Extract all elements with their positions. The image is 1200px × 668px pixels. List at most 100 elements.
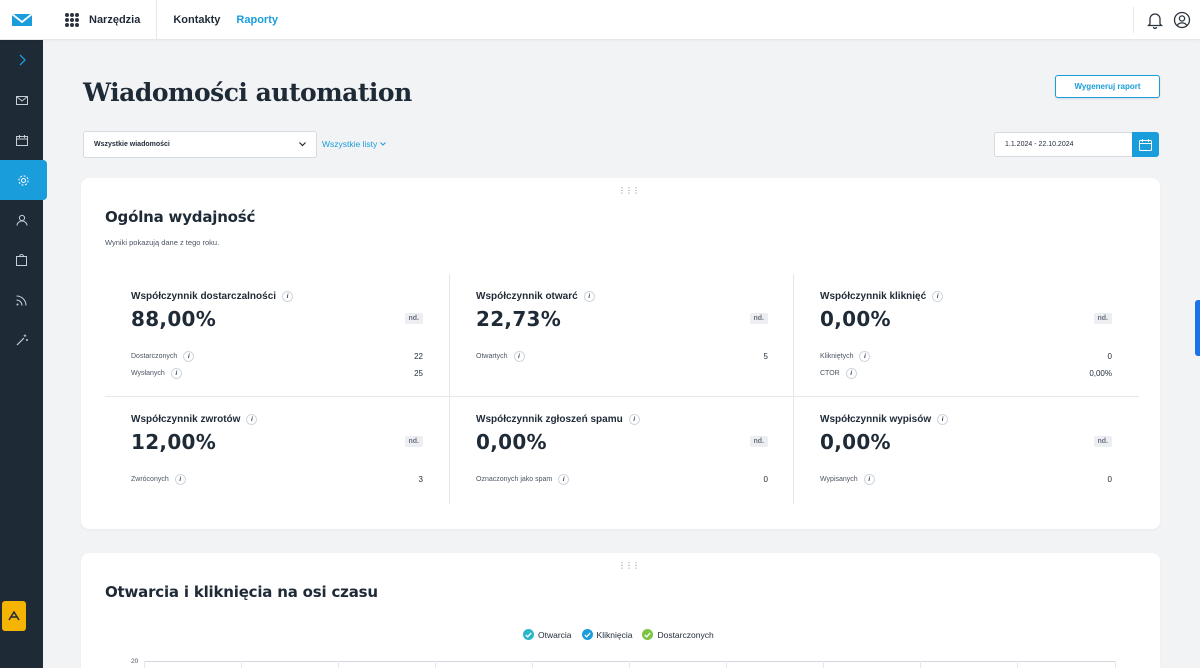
chart-gridline: [1115, 661, 1116, 668]
row-value: 5: [763, 352, 768, 361]
chart-gridline: [823, 661, 824, 668]
legend-item-clicks[interactable]: Kliknięcia: [581, 629, 632, 640]
divider: [793, 274, 794, 504]
help-widget[interactable]: [2, 601, 26, 631]
mail-logo-icon: [10, 12, 33, 26]
chart-gridline: [726, 661, 727, 668]
nav-reports[interactable]: Raporty: [236, 13, 278, 26]
divider: [1133, 7, 1134, 33]
metric-title: Współczynnik dostarczalności i: [131, 291, 294, 302]
metric-row: Wypisanych i 0: [820, 474, 1112, 485]
row-value: 0: [1107, 352, 1112, 361]
row-label: Otwartych: [476, 353, 508, 360]
row-label: Zwróconych: [131, 476, 169, 483]
row-label: Klikniętych: [820, 353, 854, 360]
message-select[interactable]: Wszystkie wiadomości: [83, 131, 317, 158]
info-icon[interactable]: i: [937, 414, 949, 425]
info-icon[interactable]: i: [558, 474, 570, 485]
metric-row: Wysłanych i 25: [131, 368, 423, 379]
info-icon[interactable]: i: [859, 351, 871, 362]
sidebar-item-contacts[interactable]: [0, 200, 43, 240]
legend-item-opens[interactable]: Otwarcia: [523, 629, 572, 640]
sidebar-item-ecommerce[interactable]: [0, 240, 43, 280]
drag-handle[interactable]: ⋮⋮⋮: [618, 186, 640, 195]
row-label: CTOR: [820, 370, 840, 377]
sidebar-item-automation[interactable]: [0, 160, 47, 200]
info-icon[interactable]: i: [932, 291, 944, 302]
account-button[interactable]: [1173, 11, 1191, 29]
info-icon[interactable]: i: [628, 414, 640, 425]
feedback-tab[interactable]: [1195, 300, 1200, 356]
chart-gridline: [629, 661, 630, 668]
comparison-badge: nd.: [404, 436, 423, 447]
info-icon[interactable]: i: [170, 368, 182, 379]
divider: [105, 396, 1139, 397]
row-label: Wysłanych: [131, 370, 165, 377]
info-icon[interactable]: i: [246, 414, 258, 425]
metric-row: Dostarczonych i 22: [131, 351, 423, 362]
chart-gridline: [1017, 661, 1018, 668]
clipboard-icon: [16, 254, 27, 266]
timeline-card: ⋮⋮⋮ Otwarcia i kliknięcia na osi czasu O…: [81, 553, 1160, 668]
brand-mark-icon: [8, 611, 20, 621]
chart-gridline: [241, 661, 242, 668]
metric-title: Współczynnik otwarć i: [476, 291, 595, 302]
nav-contacts[interactable]: Kontakty: [173, 13, 221, 26]
chart-gridline: [144, 661, 1116, 662]
tools-label: Narzędzia: [89, 13, 141, 26]
sidebar-item-email[interactable]: [0, 80, 43, 120]
card-subtitle: Wyniki pokazują dane z tego roku.: [105, 238, 220, 247]
legend-label: Dostarczonych: [657, 629, 714, 640]
date-picker-button[interactable]: [1132, 132, 1159, 157]
check-icon: [581, 629, 593, 640]
check-icon: [523, 629, 534, 640]
info-icon[interactable]: i: [583, 291, 595, 302]
comparison-badge: nd.: [749, 313, 768, 324]
sidebar-expand[interactable]: [0, 40, 43, 80]
comparison-badge: nd.: [749, 436, 768, 447]
notifications-button[interactable]: [1146, 11, 1164, 29]
metric-row: Zwróconych i 3: [131, 474, 423, 485]
rss-icon: [16, 295, 27, 306]
info-icon[interactable]: i: [863, 474, 875, 485]
sidebar: [0, 40, 47, 668]
magic-wand-icon: [16, 334, 28, 346]
info-icon[interactable]: i: [513, 351, 525, 362]
user-circle-icon: [1173, 11, 1191, 29]
row-value: 0: [763, 475, 768, 484]
metric-title: Współczynnik zgłoszeń spamu i: [476, 414, 640, 425]
row-label: Dostarczonych: [131, 353, 178, 360]
lists-filter-link[interactable]: Wszystkie listy: [322, 139, 387, 149]
metric-row: Klikniętych i 0: [820, 351, 1112, 362]
date-range-input[interactable]: 1.1.2024 - 22.10.2024: [994, 132, 1133, 157]
legend-item-delivered[interactable]: Dostarczonych: [642, 629, 714, 640]
info-icon[interactable]: i: [183, 351, 195, 362]
chart-gridline: [338, 661, 339, 668]
check-icon: [642, 629, 654, 640]
card-title: Ogólna wydajność: [105, 208, 256, 226]
lists-filter-label: Wszystkie listy: [322, 139, 378, 149]
drag-handle[interactable]: ⋮⋮⋮: [618, 561, 640, 570]
metric-value: 0,00%: [476, 430, 547, 454]
sidebar-item-tools[interactable]: [0, 320, 43, 360]
metric-title-text: Współczynnik dostarczalności: [131, 291, 277, 302]
bell-icon: [1147, 12, 1163, 29]
chart-gridline: [532, 661, 533, 668]
tools-menu[interactable]: Narzędzia: [43, 0, 158, 40]
chart-gridline: [144, 661, 145, 668]
metric-value: 12,00%: [131, 430, 217, 454]
row-value: 3: [418, 475, 423, 484]
sidebar-item-calendar[interactable]: [0, 120, 43, 160]
metric-row: CTOR i 0,00%: [820, 368, 1112, 379]
comparison-badge: nd.: [1093, 436, 1112, 447]
generate-report-button[interactable]: Wygeneruj raport: [1055, 75, 1160, 98]
info-icon[interactable]: i: [174, 474, 186, 485]
message-select-value: Wszystkie wiadomości: [94, 141, 170, 148]
mail-icon: [15, 95, 28, 105]
info-icon[interactable]: i: [845, 368, 857, 379]
info-icon[interactable]: i: [282, 291, 294, 302]
sidebar-item-rss[interactable]: [0, 280, 43, 320]
app-logo[interactable]: [0, 0, 43, 40]
metric-title: Współczynnik zwrotów i: [131, 414, 258, 425]
row-value: 22: [414, 352, 423, 361]
